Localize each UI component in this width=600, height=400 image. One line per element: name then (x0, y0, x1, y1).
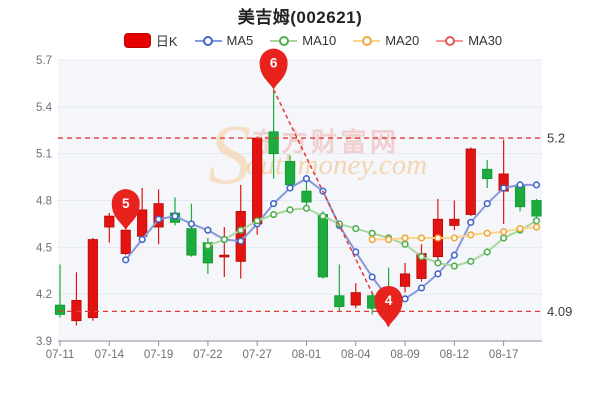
candle-08-19 (531, 198, 542, 221)
ma5-swatch-icon (194, 34, 222, 47)
ma30-swatch-icon (436, 34, 464, 47)
candle-07-28 (268, 89, 279, 179)
candle-07-12 (71, 272, 82, 326)
x-axis-label: 08-04 (341, 349, 371, 361)
x-axis-label: 07-14 (95, 349, 125, 361)
y-axis-label: 3.9 (36, 336, 52, 348)
legend: 日K MA5 MA10 MA20 MA30 (0, 31, 600, 50)
legend-item-label: MA20 (385, 33, 420, 48)
x-axis-label: 07-27 (242, 349, 271, 361)
candle-08-03 (334, 264, 345, 312)
x-axis-label: 08-09 (390, 349, 419, 361)
legend-item-dayk[interactable]: 日K (123, 31, 178, 50)
candle-08-12 (449, 200, 460, 231)
legend-item-label: 日K (155, 34, 178, 49)
candle-07-15 (120, 229, 131, 256)
chart-title: 美吉姆(002621) (237, 8, 363, 27)
candle-08-04 (350, 283, 361, 309)
y-axis-label: 4.2 (36, 289, 52, 301)
marker-pin-label: 5 (122, 196, 130, 211)
legend-item-label: MA10 (302, 33, 337, 48)
candle-07-11 (54, 264, 66, 318)
marker-pin-4: 4 (374, 285, 403, 327)
legend-item-label: MA5 (226, 33, 254, 48)
x-axis-label: 08-12 (440, 349, 469, 361)
x-axis-label: 07-22 (193, 349, 222, 361)
y-axis-label: 4.8 (36, 196, 52, 208)
watermark-latin: outhmoney.com (246, 149, 427, 181)
marker-pin-label: 6 (270, 56, 278, 71)
markline-label: 4.09 (547, 304, 572, 319)
ma20-series (368, 223, 541, 244)
candle-07-14 (104, 212, 115, 243)
candle-07-21 (186, 203, 197, 257)
candle-07-25 (219, 227, 230, 277)
ma20-swatch-icon (353, 34, 381, 47)
candle-08-02 (317, 211, 328, 279)
x-axis-label: 08-17 (489, 349, 518, 361)
watermark-swoosh: S (208, 106, 251, 202)
x-axis-label: 07-11 (46, 349, 75, 361)
mark-points: 6 5 4 (111, 48, 403, 327)
marker-pin-5: 5 (111, 189, 140, 231)
marker-pin-label: 4 (385, 293, 393, 308)
y-axis-label: 5.1 (36, 149, 52, 161)
kline-swatch-icon (123, 33, 151, 48)
axes: 5.7 5.4 5.1 4.8 4.5 4.2 3.907-11 07-14 07-19 07-2… (36, 55, 542, 361)
legend-item-label: MA30 (468, 33, 503, 48)
legend-item-ma20[interactable]: MA20 (353, 33, 419, 48)
candle-08-01 (301, 178, 312, 207)
marklines: 5.2 4.09 (58, 89, 572, 328)
ma10-swatch-icon (270, 34, 298, 47)
candle-07-13 (87, 237, 98, 321)
candle-08-15 (465, 147, 476, 217)
x-axis-label: 08-01 (292, 349, 321, 361)
y-axis-label: 4.5 (36, 242, 52, 254)
y-axis-label: 5.4 (36, 102, 53, 114)
trendline (272, 89, 390, 328)
marker-pin-6: 6 (259, 48, 288, 90)
legend-item-ma5[interactable]: MA5 (194, 33, 254, 48)
x-axis-label: 07-19 (144, 349, 173, 361)
legend-item-ma10[interactable]: MA10 (270, 33, 336, 48)
candle-08-09 (399, 262, 411, 293)
candle-08-16 (482, 159, 493, 189)
markline-label: 5.2 (547, 131, 565, 146)
legend-item-ma30[interactable]: MA30 (436, 33, 502, 48)
y-axis-label: 5.7 (36, 55, 52, 67)
